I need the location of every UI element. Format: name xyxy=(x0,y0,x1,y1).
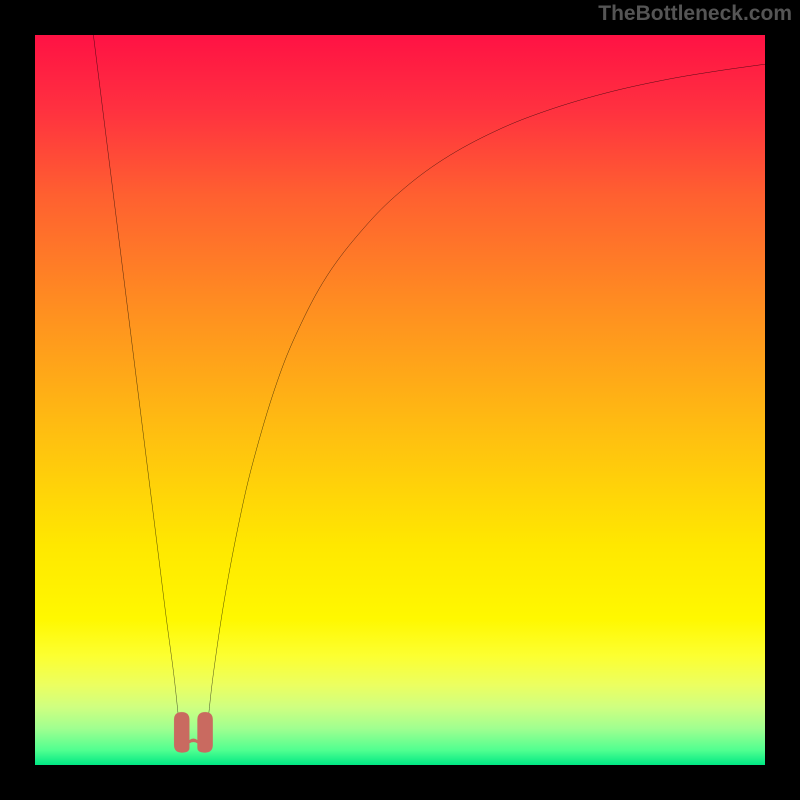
plot-area xyxy=(35,35,765,765)
curve-left-branch xyxy=(93,35,178,714)
curve-right-branch xyxy=(209,64,765,714)
notch-marker xyxy=(174,712,213,753)
curve-layer xyxy=(35,35,765,765)
watermark-text: TheBottleneck.com xyxy=(598,2,792,26)
figure-container: TheBottleneck.com xyxy=(0,0,800,800)
